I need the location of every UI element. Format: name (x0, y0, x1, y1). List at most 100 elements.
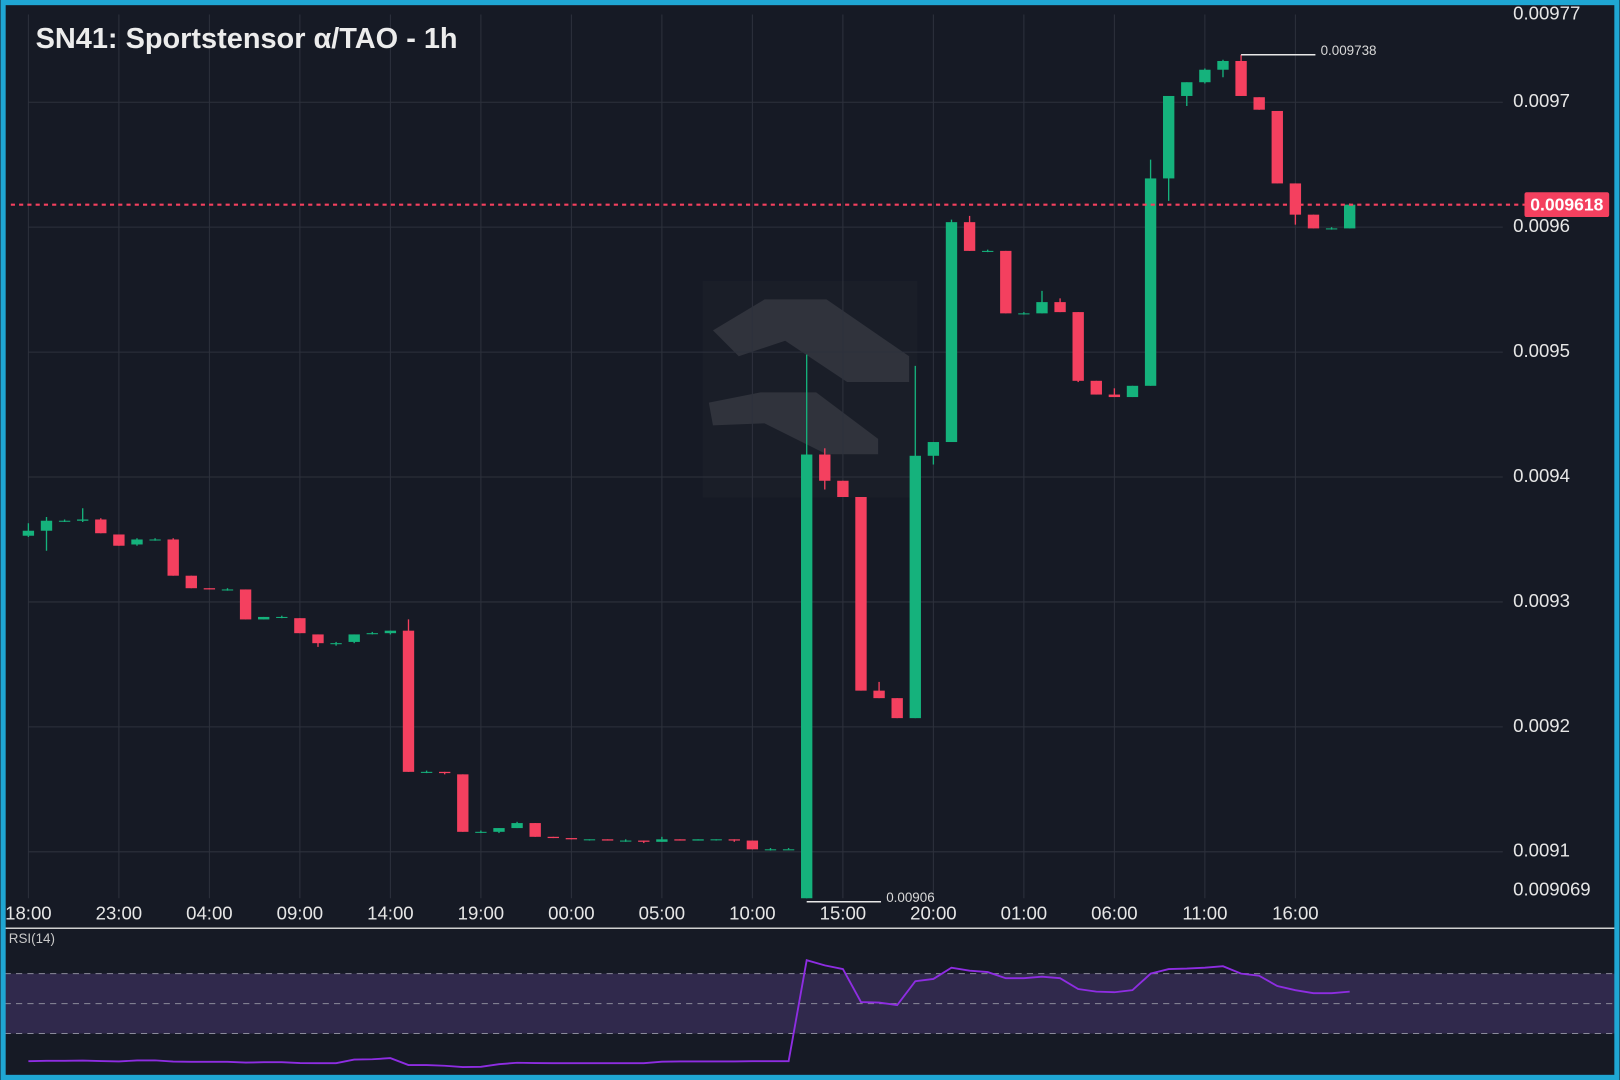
candle-body (439, 771, 451, 774)
last-price-label: 0.009618 (1530, 194, 1603, 214)
candle-body (819, 454, 831, 481)
candle-body (583, 839, 596, 841)
candle-body (420, 771, 433, 773)
candle-body (873, 690, 885, 699)
x-tick-label: 18:00 (5, 903, 52, 924)
x-tick-label: 10:00 (729, 903, 776, 924)
x-tick-label: 05:00 (639, 903, 686, 924)
candle-body (801, 454, 813, 899)
candle-body (348, 634, 360, 642)
candle-body (692, 839, 704, 841)
max-annotation-label: 0.009738 (1321, 43, 1377, 58)
candle-body (1307, 214, 1320, 229)
y-tick-label: 0.009069 (1513, 878, 1591, 899)
candle-body (258, 616, 270, 620)
candle-body (891, 698, 903, 719)
candle-body (113, 534, 125, 546)
candle-body (58, 520, 71, 522)
x-tick-label: 11:00 (1182, 903, 1227, 924)
y-tick-label: 0.0097 (1513, 90, 1570, 111)
candle-body (1289, 183, 1302, 215)
candle-body (1253, 97, 1265, 110)
candle-body (1199, 69, 1211, 83)
candle-body (1235, 60, 1247, 96)
candle-body (221, 589, 234, 591)
candle-body (565, 838, 578, 840)
candle-body (1018, 313, 1030, 315)
candle-body (1163, 95, 1175, 179)
x-tick-label: 19:00 (458, 903, 504, 924)
candle-body (330, 643, 342, 645)
candle-body (1181, 82, 1193, 96)
candle-body (1036, 302, 1048, 314)
candle-body (982, 250, 994, 252)
y-tick-label: 0.0093 (1513, 590, 1570, 611)
candle-body (529, 823, 541, 837)
x-tick-label: 09:00 (277, 903, 324, 924)
x-tick-label: 14:00 (367, 903, 414, 924)
rsi-label: RSI(14) (9, 931, 55, 946)
candle-body (1344, 204, 1356, 229)
candle-body (656, 839, 668, 842)
candle-body (855, 497, 867, 691)
watermark (702, 280, 918, 498)
candles (22, 54, 1356, 899)
min-annotation-label: 0.00906 (886, 890, 934, 905)
candle-body (475, 831, 487, 833)
candle-body (402, 630, 415, 772)
candle-body (294, 618, 306, 634)
candle-body (131, 539, 143, 545)
candle-body (149, 539, 161, 541)
candle-body (1054, 302, 1066, 313)
candle-body (547, 836, 559, 839)
candle-body (963, 222, 976, 251)
x-tick-label: 01:00 (1001, 903, 1048, 924)
rsi-panel (4, 959, 1616, 1069)
y-tick-label: 0.0094 (1513, 465, 1570, 486)
candle-body (1090, 380, 1102, 395)
candle-body (837, 480, 849, 498)
candle-body (601, 839, 614, 841)
x-tick-label: 06:00 (1091, 903, 1138, 924)
candle-body (674, 839, 686, 841)
candle-body (1144, 178, 1157, 386)
y-tick-label: 0.0095 (1513, 340, 1570, 361)
candle-body (1000, 250, 1012, 314)
candle-body (276, 616, 288, 618)
candle-body (1271, 110, 1283, 184)
candle-body (185, 575, 197, 589)
candle-body (312, 634, 324, 644)
candle-body (493, 828, 505, 832)
candle-body (638, 840, 650, 842)
candle-body (1217, 60, 1229, 70)
y-tick-label: 0.0091 (1513, 840, 1570, 861)
candle-body (782, 849, 795, 851)
candle-body (384, 630, 397, 634)
x-tick-label: 00:00 (548, 903, 595, 924)
x-tick-label: 04:00 (186, 903, 233, 924)
candle-body (1126, 385, 1139, 398)
candle-body (945, 222, 958, 443)
rsi-line (28, 959, 1350, 1069)
candle-body (239, 589, 252, 620)
candle-body (77, 519, 89, 521)
candle-body (764, 849, 777, 851)
x-tick-label: 20:00 (910, 903, 957, 924)
candle-body (746, 840, 759, 850)
candle-body (203, 588, 216, 590)
candle-body (1108, 394, 1121, 398)
candle-body (620, 840, 632, 842)
candle-body (457, 774, 469, 832)
candle-body (40, 520, 53, 531)
candle-body (366, 633, 378, 635)
grid (27, 14, 1503, 899)
candle-body (728, 839, 740, 841)
x-tick-label: 16:00 (1272, 903, 1319, 924)
candle-body (95, 519, 107, 534)
chart-title: SN41: Sportstensor α/TAO - 1h (36, 23, 458, 55)
y-tick-label: 0.0092 (1513, 715, 1570, 736)
candle-body (710, 839, 722, 841)
